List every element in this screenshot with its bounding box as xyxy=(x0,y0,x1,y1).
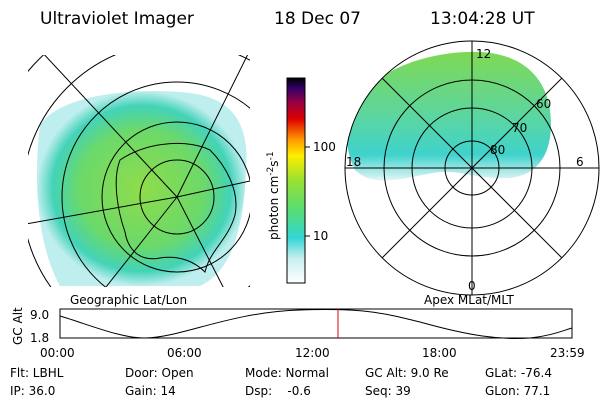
altitude-ylabel: GC Alt xyxy=(11,307,25,345)
colorbar-tick-label: 10 xyxy=(313,229,328,243)
info-field: Flt: LBHL xyxy=(10,366,64,380)
altitude-frame xyxy=(59,308,573,339)
info-field: Gain: 14 xyxy=(125,384,176,398)
coastline xyxy=(115,142,237,273)
info-field: Dsp: -0.6 xyxy=(245,384,311,398)
info-field: GC Alt: 9.0 Re xyxy=(365,366,449,380)
colorbar-label-part: photon cm xyxy=(267,176,281,240)
left-panel-label: Geographic Lat/Lon xyxy=(70,293,187,307)
altitude-xtick-label: 12:00 xyxy=(295,346,330,360)
info-field: Door: Open xyxy=(125,366,194,380)
info-field: Mode: Normal xyxy=(245,366,329,380)
date: 18 Dec 07 xyxy=(274,9,361,29)
colorbar-label: photon cm-2s-1 xyxy=(266,151,281,240)
colorbar-tick-label: 100 xyxy=(313,140,336,154)
time: 13:04:28 UT xyxy=(430,9,535,29)
geographic-panel xyxy=(28,55,250,287)
aurora-image xyxy=(346,51,551,181)
colorbar-label-part: s xyxy=(267,160,281,166)
altitude-xtick-label: 00:00 xyxy=(40,346,75,360)
magnetic-panel xyxy=(344,40,600,296)
info-block: Flt: LBHL Door: Open Mode: Normal GC Alt: 9… xyxy=(10,366,552,398)
mlt-label: 12 xyxy=(476,47,491,61)
altitude-xtick-label: 23:59 xyxy=(550,346,585,360)
mlt-label: 18 xyxy=(346,155,361,169)
info-field: Seq: 39 xyxy=(365,384,411,398)
mlt-label: 0 xyxy=(468,279,476,293)
mlt-label: 6 xyxy=(576,155,584,169)
right-panel-label: Apex MLat/MLT xyxy=(424,293,514,307)
altitude-xtick-label: 18:00 xyxy=(422,346,457,360)
altitude-ytick-label: 1.8 xyxy=(30,331,49,345)
altitude-curve xyxy=(59,309,573,339)
colorbar xyxy=(286,77,306,284)
colorbar-label-part: -2 xyxy=(266,167,276,176)
info-field: GLon: 77.1 xyxy=(485,384,550,398)
altitude-xtick-label: 06:00 xyxy=(167,346,202,360)
aurora-image xyxy=(36,90,247,286)
lat-label: 70 xyxy=(512,121,527,135)
lat-label: 80 xyxy=(490,143,505,157)
altitude-ytick-label: 9.0 xyxy=(30,308,49,322)
colorbar-label-part: -1 xyxy=(266,151,276,160)
info-field: IP: 36.0 xyxy=(10,384,55,398)
lat-label: 60 xyxy=(536,97,551,111)
info-field: GLat: -76.4 xyxy=(485,366,552,380)
title: Ultraviolet Imager xyxy=(40,9,194,29)
